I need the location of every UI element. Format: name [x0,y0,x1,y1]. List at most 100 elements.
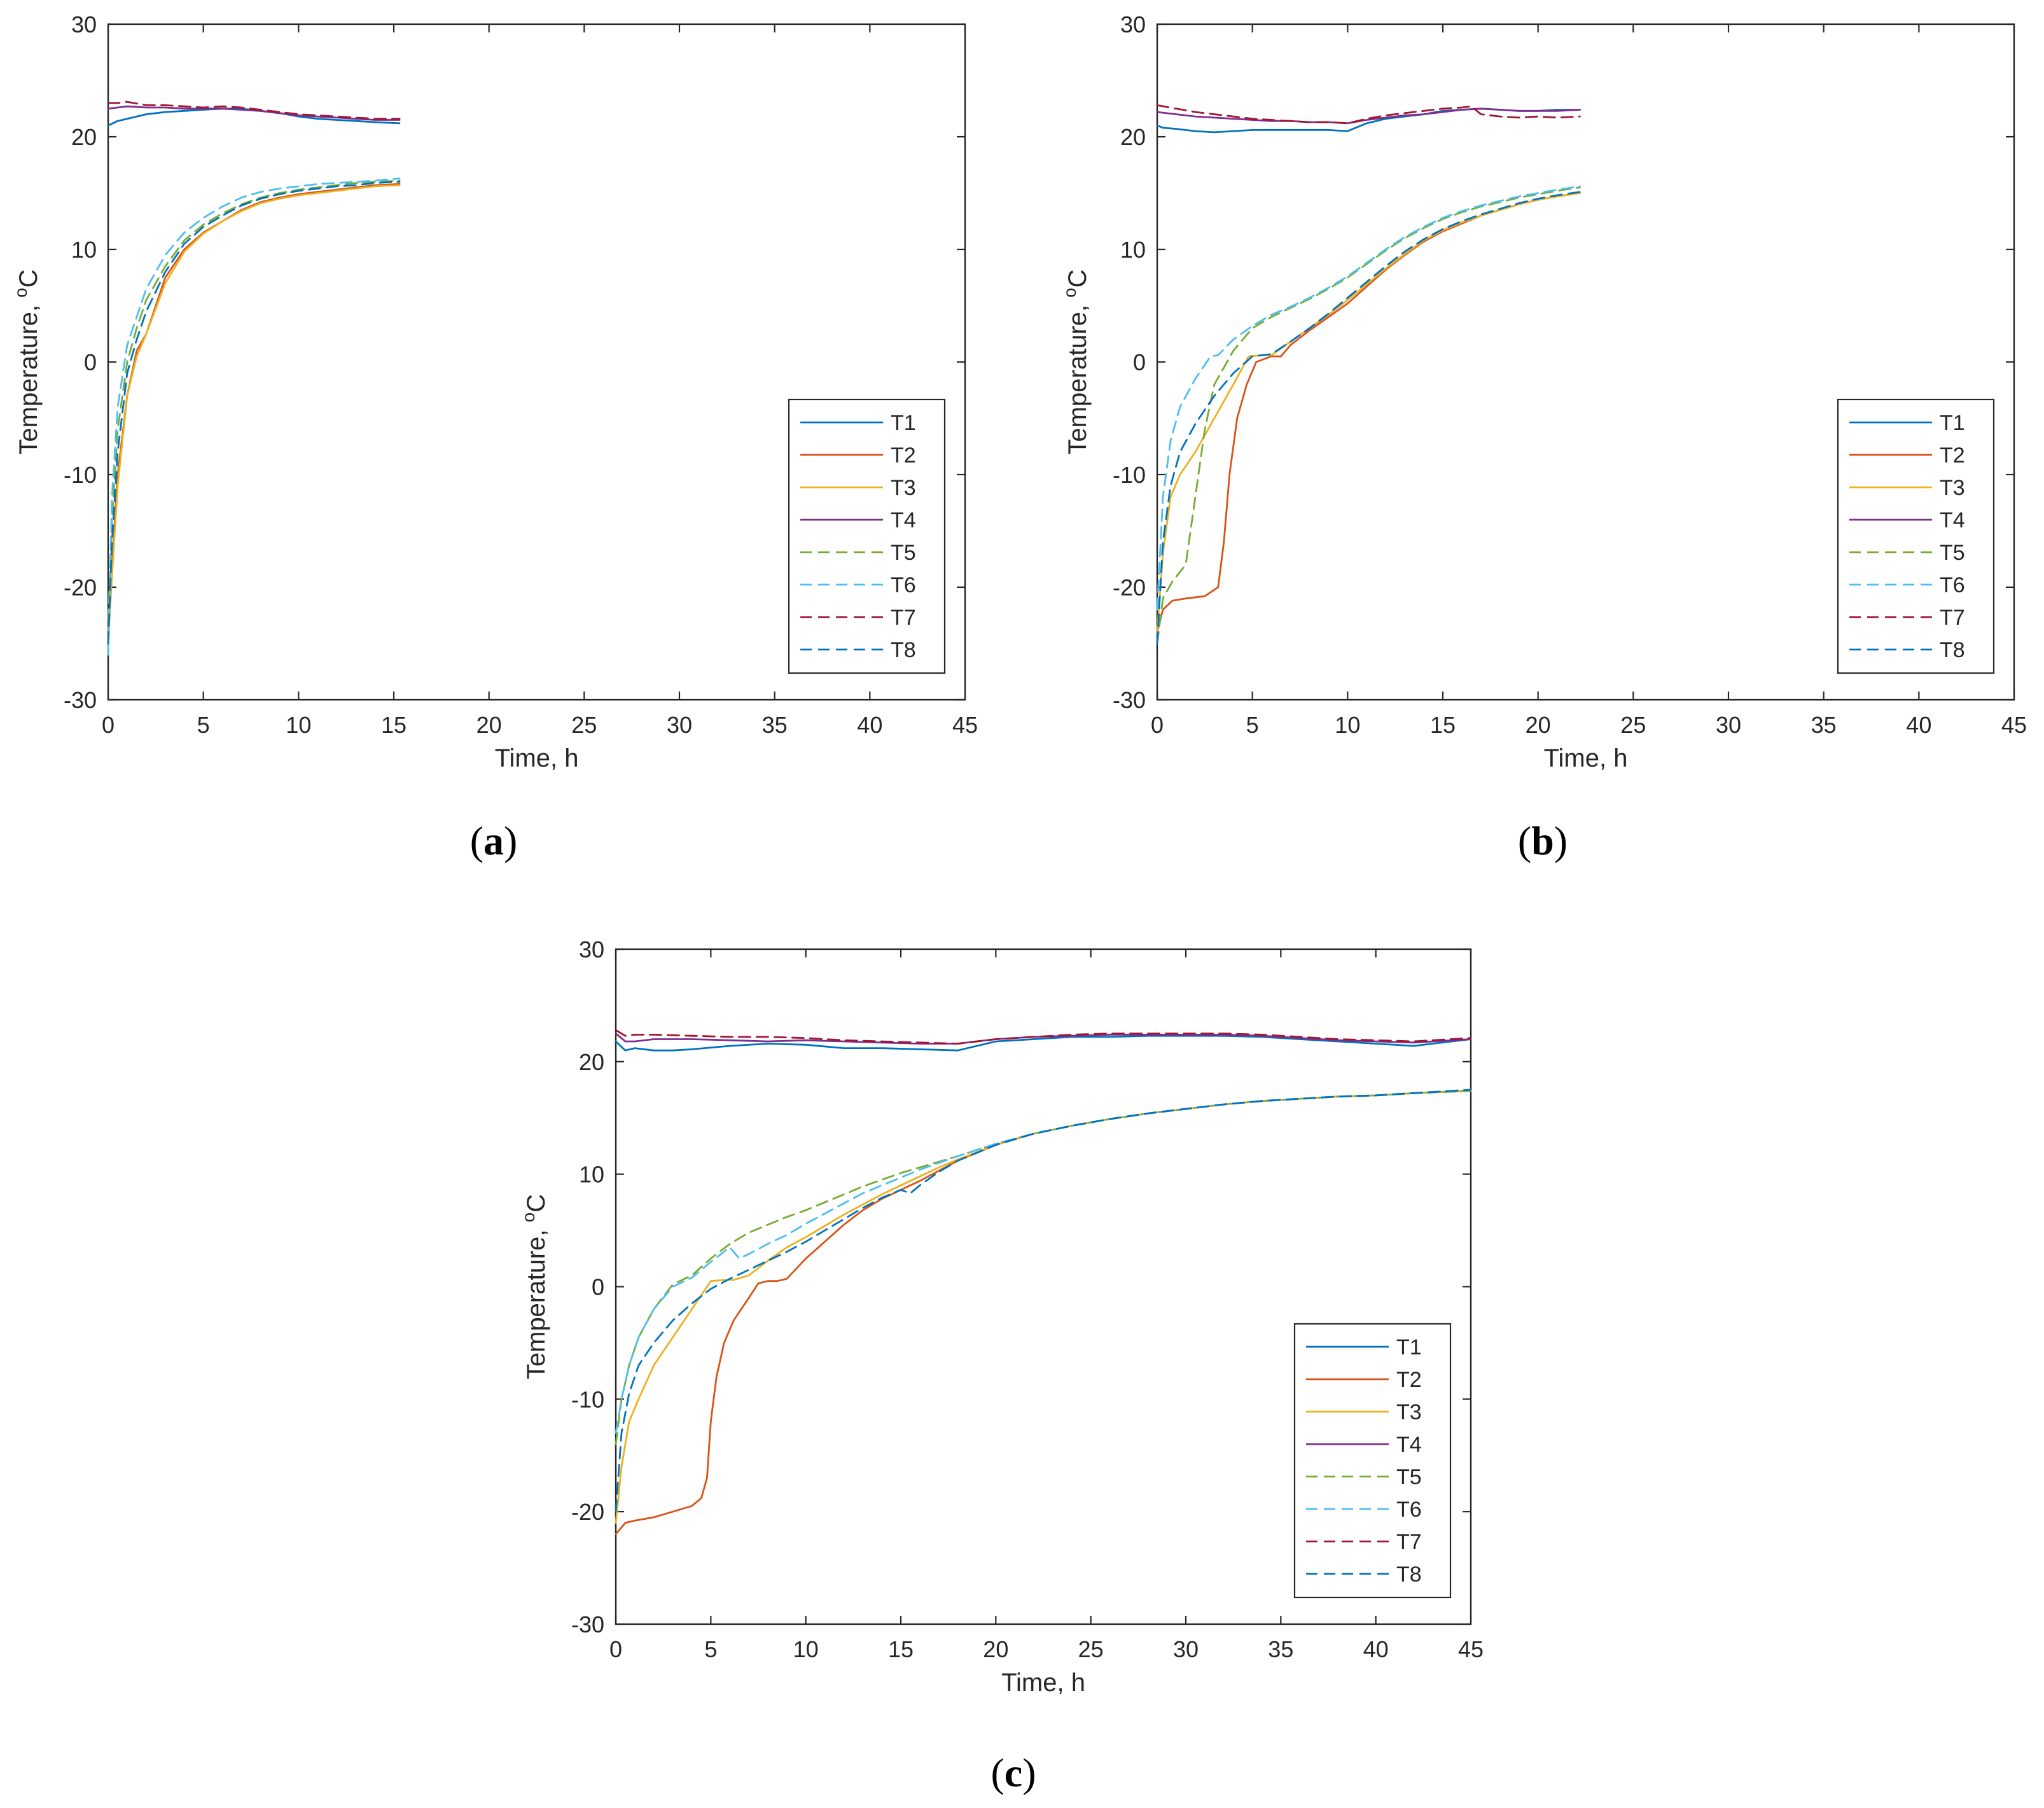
x-tick-label: 5 [704,1636,717,1662]
x-tick-label: 25 [1078,1636,1104,1662]
y-tick-label: 0 [84,349,97,375]
y-tick-label: 10 [71,237,97,263]
legend-label-t4: T4 [1940,508,1965,532]
series-t7-line [107,101,401,120]
x-tick-label: 45 [1458,1636,1484,1662]
series-t6-line [107,177,401,656]
series-t5-line [1156,186,1581,644]
y-tick-label: 20 [1120,124,1146,150]
series-t7-line [615,1029,1472,1045]
legend-label-t5: T5 [1396,1465,1422,1489]
series-t5-line [107,179,401,622]
legend-label-t7: T7 [891,606,916,630]
x-tick-label: 5 [1246,712,1259,738]
legend-box [1837,398,1995,674]
x-tick-label: 30 [1716,712,1741,738]
legend-label-t6: T6 [891,573,916,597]
x-tick-label: 15 [888,1636,914,1662]
y-axis-label: Temperature, oC [1060,269,1092,454]
legend-label-t1: T1 [1940,411,1965,435]
legend-label-t2: T2 [891,443,916,468]
legend-box [788,398,946,674]
chart-panel-a: 0 5 10 15 20 25 30 35 40 45 -30 -20 -10 0 10 20 30 Time, … [11,11,978,863]
series-t5-line [615,1090,1472,1445]
x-tick-label: 30 [1173,1636,1199,1662]
x-tick-label: 35 [762,712,788,738]
panel-label: (a) [470,818,518,863]
legend-label-t8: T8 [1940,638,1965,662]
y-axis-label: Temperature, oC [518,1194,550,1379]
x-tick-label: 20 [983,1636,1008,1662]
y-tick-label: -10 [64,462,97,488]
legend-label-t8: T8 [891,638,916,662]
legend-label-t7: T7 [1940,606,1965,630]
x-tick-label: 0 [102,712,115,738]
y-tick-label: 30 [579,936,604,963]
series-t4-line [1156,108,1581,125]
legend-label-t2: T2 [1940,443,1965,468]
series-t1-line [615,1034,1472,1052]
legend-label-t2: T2 [1396,1368,1422,1392]
legend-box [1293,1323,1452,1599]
x-tick-label: 15 [381,712,407,738]
x-tick-label: 35 [1811,712,1837,738]
x-tick-label: 30 [667,712,692,738]
y-tick-label: -20 [571,1499,604,1525]
y-axis-label: Temperature, oC [11,269,43,454]
series-t1-line [107,108,401,127]
x-tick-label: 20 [1526,712,1551,738]
panel-label: (c) [991,1750,1036,1795]
y-tick-label: -30 [571,1611,604,1638]
series-t7-line [1156,104,1581,125]
legend-label-t3: T3 [1396,1400,1422,1424]
x-tick-label: 5 [197,712,210,738]
legend-label-t1: T1 [891,411,916,435]
chart-panel-b: 0 5 10 15 20 25 30 35 40 45 -30 -20 -10 0 10 20 30 Time, … [1060,11,2027,863]
x-tick-label: 0 [1151,712,1164,738]
series-t8-line [107,181,401,644]
y-tick-label: -30 [64,687,97,713]
y-tick-label: 10 [1120,237,1146,263]
legend: T1 T2 T3 T4 T5 T6 T7 T8 [788,398,946,674]
x-tick-label: 15 [1430,712,1456,738]
x-axis-label: Time, h [1544,744,1628,772]
legend-label-t3: T3 [1940,476,1965,500]
x-tick-label: 35 [1268,1636,1293,1662]
y-tick-label: 30 [71,11,97,38]
legend-label-t8: T8 [1396,1562,1422,1587]
legend: T1 T2 T3 T4 T5 T6 T7 T8 [1293,1323,1452,1599]
y-tick-label: -10 [1113,462,1146,488]
x-tick-label: 0 [609,1636,622,1662]
legend-label-t7: T7 [1396,1530,1422,1554]
x-axis-label: Time, h [1001,1669,1085,1697]
y-tick-label: 20 [579,1049,604,1075]
y-tick-label: 10 [579,1162,604,1188]
legend-label-t3: T3 [891,476,916,500]
series-t3-line [107,184,401,644]
y-tick-label: -20 [1113,574,1146,601]
y-tick-label: -20 [64,574,97,601]
x-tick-label: 40 [857,712,882,738]
x-tick-label: 40 [1906,712,1931,738]
legend-label-t5: T5 [891,541,916,565]
y-tick-label: 0 [592,1274,604,1300]
y-tick-label: 20 [71,124,97,150]
legend-label-t4: T4 [891,508,916,532]
series-t8-line [615,1088,1472,1513]
y-tick-label: -30 [1113,687,1146,713]
y-tick-label: 30 [1120,11,1146,38]
x-axis-label: Time, h [495,744,579,772]
x-tick-label: 10 [793,1636,819,1662]
legend-label-t6: T6 [1396,1498,1422,1522]
x-tick-label: 45 [2001,712,2027,738]
x-tick-label: 25 [1620,712,1646,738]
panel-label: (b) [1518,818,1568,863]
series-t8-line [1156,191,1581,644]
x-tick-label: 40 [1363,1636,1389,1662]
y-tick-label: 0 [1133,349,1146,375]
legend-label-t5: T5 [1940,541,1965,565]
x-tick-label: 10 [286,712,311,738]
x-tick-label: 20 [476,712,502,738]
series-t4-line [107,105,401,121]
series-t6-line [1156,185,1581,611]
